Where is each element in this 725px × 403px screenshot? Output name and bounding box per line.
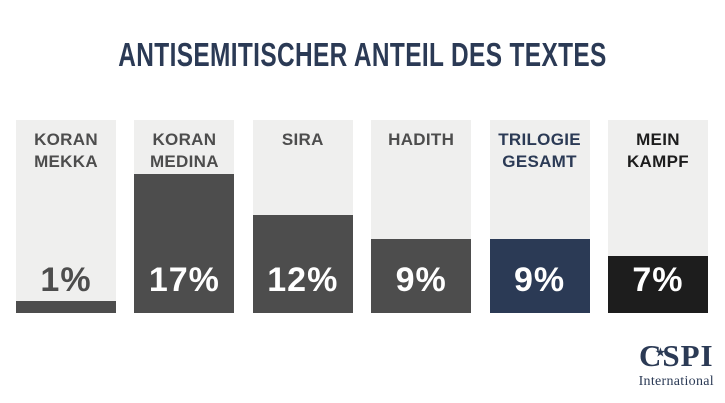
bar-chart: KORAN MEKKA 1% KORAN MEDINA 17% SIRA 12% H… <box>16 120 708 313</box>
chart-title: ANTISEMITISCHER ANTEIL DES TEXTES <box>118 36 607 73</box>
bar-category-label: MEIN KAMPF <box>626 130 689 171</box>
bar-category-label: KORAN MEKKA <box>34 130 98 171</box>
bar-column: TRILOGIE GESAMT 9% <box>489 120 590 313</box>
bar-value-label: 12% <box>267 261 339 299</box>
bar-value-label: 9% <box>395 261 447 299</box>
bar-fill <box>16 301 116 313</box>
bar-value-label: 1% <box>40 261 92 299</box>
bar-column: SIRA 12% <box>252 120 353 313</box>
bar-column: MEIN KAMPF 7% <box>607 120 708 313</box>
star-icon: ★ <box>655 347 667 359</box>
bar-column: KORAN MEKKA 1% <box>16 120 116 313</box>
bar-value-label: 7% <box>632 261 684 299</box>
logo-letter-c: C ★ <box>638 338 667 373</box>
bar-category-label: HADITH <box>388 130 455 149</box>
bar-fill <box>134 174 235 313</box>
cspi-logo: C ★ SPI International <box>639 340 714 390</box>
cspi-logo-subtitle: International <box>638 374 714 389</box>
bar-value-label: 9% <box>513 261 566 299</box>
bar-category-label: TRILOGIE GESAMT <box>498 130 581 171</box>
bar-fill <box>252 215 353 313</box>
bar-fill <box>371 239 472 313</box>
bar-category-label: KORAN MEDINA <box>149 130 219 171</box>
bar-category-label: SIRA <box>281 130 324 149</box>
bar-column: HADITH 9% <box>371 120 472 313</box>
bar-fill <box>489 239 590 313</box>
bar-fill <box>607 256 708 313</box>
bar-value-label: 17% <box>148 261 220 299</box>
bar-column: KORAN MEDINA 17% <box>134 120 235 313</box>
cspi-logo-text: C ★ SPI <box>639 340 714 371</box>
logo-letters-spi: SPI <box>662 338 714 373</box>
